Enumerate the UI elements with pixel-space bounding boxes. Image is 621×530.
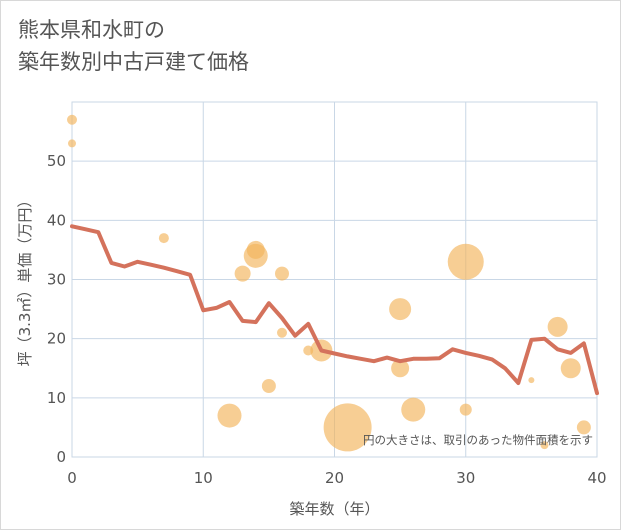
bubble-point xyxy=(401,397,426,422)
y-tick-label: 30 xyxy=(47,271,66,289)
chart-title: 熊本県和水町の 築年数別中古戸建て価格 xyxy=(18,14,249,78)
average-line-series xyxy=(70,224,599,396)
bubble-series xyxy=(67,114,591,452)
x-axis-label: 築年数（年） xyxy=(289,500,379,518)
bubble-point xyxy=(391,359,410,378)
y-tick-label: 0 xyxy=(56,448,66,466)
average-price-line xyxy=(70,224,599,396)
bubble-point xyxy=(277,327,287,338)
bubble-point xyxy=(234,265,251,282)
bubble-point xyxy=(68,139,76,148)
bubble-point xyxy=(576,420,591,435)
chart-title-line-1: 熊本県和水町の xyxy=(18,18,165,42)
bubble-point xyxy=(459,403,472,416)
bubble-point xyxy=(540,441,549,450)
y-axis-label: 坪（3.3㎡）単価（万円） xyxy=(16,193,34,367)
bubble-point xyxy=(158,233,169,244)
y-tick-label: 50 xyxy=(47,152,66,170)
bubble-point xyxy=(447,243,484,280)
grid-lines xyxy=(71,101,598,458)
y-tick-label: 10 xyxy=(47,389,66,407)
bubble-point xyxy=(560,358,581,379)
bubble-point xyxy=(67,114,77,125)
axis-ticks: 0 10 20 30 40 0 10 20 30 40 50 xyxy=(47,152,607,487)
y-tick-label: 20 xyxy=(47,330,66,348)
bubble-point xyxy=(246,240,265,259)
x-tick-label: 40 xyxy=(587,469,606,487)
bubble-point xyxy=(275,266,289,281)
chart-title-line-2: 築年数別中古戸建て価格 xyxy=(18,50,249,74)
bubble-point xyxy=(389,298,412,321)
y-tick-label: 40 xyxy=(47,211,66,229)
bubble-point xyxy=(217,403,242,428)
x-tick-label: 30 xyxy=(456,469,475,487)
bubble-point xyxy=(261,379,276,393)
bubble-point xyxy=(323,403,372,452)
x-tick-label: 10 xyxy=(194,469,213,487)
x-tick-label: 0 xyxy=(67,469,77,487)
bubble-size-note: 円の大きさは、取引のあった物件面積を示す xyxy=(363,433,593,447)
bubble-point xyxy=(547,316,568,337)
bubble-point xyxy=(528,377,535,384)
x-tick-label: 20 xyxy=(325,469,344,487)
